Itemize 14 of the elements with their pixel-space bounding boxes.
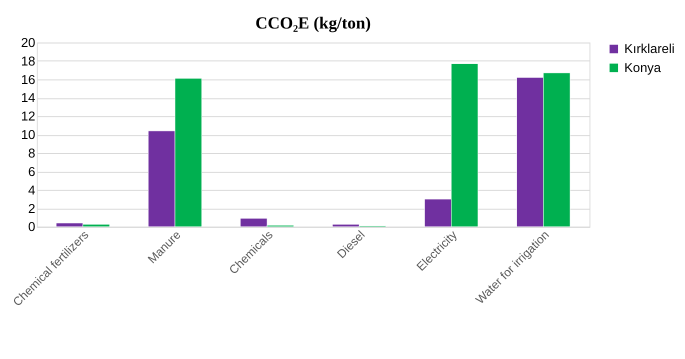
- y-tick-label: 20: [20, 34, 36, 50]
- legend-label: Kırklareli: [624, 40, 675, 56]
- y-tick-label: 2: [28, 200, 36, 216]
- y-tick-label: 8: [28, 146, 36, 160]
- y-tick-label: 18: [20, 53, 36, 68]
- y-tick-label: 12: [20, 108, 36, 124]
- y-tick-label: 4: [28, 182, 36, 198]
- y-tick-label: 14: [20, 90, 36, 106]
- y-tick-label: 10: [20, 127, 36, 142]
- y-tick-label: 0: [28, 219, 36, 234]
- y-tick-label: 16: [20, 72, 36, 87]
- legend-label: Konya: [624, 60, 662, 75]
- chart-title: CCO₂E (kg/ton): [255, 14, 371, 33]
- y-tick-label: 6: [28, 164, 36, 179]
